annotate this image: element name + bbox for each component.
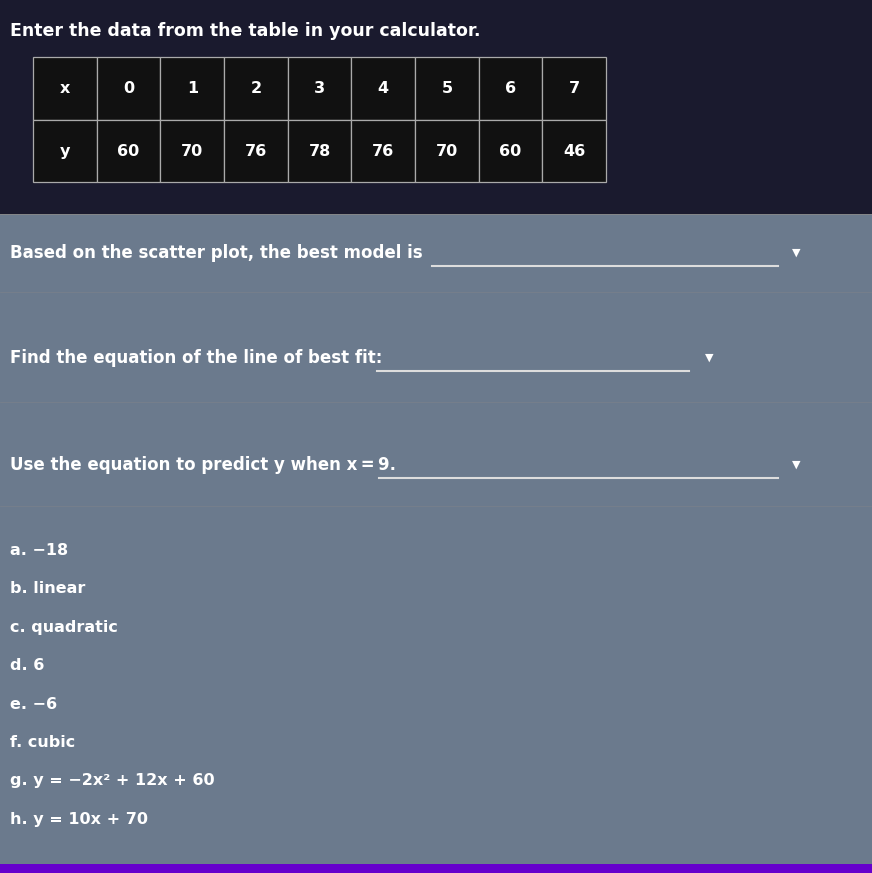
Text: 1: 1 <box>187 80 198 96</box>
Text: x: x <box>60 80 70 96</box>
Text: 4: 4 <box>378 80 389 96</box>
Text: g. y = −2x² + 12x + 60: g. y = −2x² + 12x + 60 <box>10 773 215 788</box>
Text: ▼: ▼ <box>792 248 800 258</box>
Bar <box>224 57 288 120</box>
Text: 2: 2 <box>250 80 262 96</box>
Bar <box>160 57 224 120</box>
Text: f. cubic: f. cubic <box>10 735 76 750</box>
Bar <box>0 0 872 214</box>
Text: 7: 7 <box>569 80 580 96</box>
Bar <box>288 120 351 182</box>
Text: 70: 70 <box>436 143 458 159</box>
Text: a. −18: a. −18 <box>10 543 69 558</box>
Text: 76: 76 <box>245 143 267 159</box>
Text: 78: 78 <box>309 143 330 159</box>
Bar <box>542 120 606 182</box>
Text: 0: 0 <box>123 80 134 96</box>
Bar <box>224 120 288 182</box>
Text: 70: 70 <box>181 143 203 159</box>
Text: y: y <box>60 143 70 159</box>
Text: 6: 6 <box>505 80 516 96</box>
Text: 3: 3 <box>314 80 325 96</box>
Bar <box>415 57 479 120</box>
Text: b. linear: b. linear <box>10 581 85 596</box>
Bar <box>542 57 606 120</box>
Bar <box>479 120 542 182</box>
Text: 60: 60 <box>118 143 140 159</box>
Bar <box>33 120 97 182</box>
Text: Based on the scatter plot, the best model is: Based on the scatter plot, the best mode… <box>10 244 423 263</box>
Bar <box>351 120 415 182</box>
Text: 46: 46 <box>563 143 585 159</box>
Bar <box>415 120 479 182</box>
Bar <box>97 57 160 120</box>
Bar <box>33 57 97 120</box>
Bar <box>160 120 224 182</box>
Text: Find the equation of the line of best fit:: Find the equation of the line of best fi… <box>10 349 383 368</box>
Text: 76: 76 <box>372 143 394 159</box>
Text: h. y = 10x + 70: h. y = 10x + 70 <box>10 812 148 827</box>
Bar <box>479 57 542 120</box>
Text: 5: 5 <box>441 80 453 96</box>
Bar <box>97 120 160 182</box>
Bar <box>0 864 872 873</box>
Text: 60: 60 <box>500 143 521 159</box>
Text: ▼: ▼ <box>792 459 800 469</box>
Bar <box>351 57 415 120</box>
Text: Use the equation to predict y when x = 9.: Use the equation to predict y when x = 9… <box>10 456 397 474</box>
Text: d. 6: d. 6 <box>10 658 44 673</box>
Text: e. −6: e. −6 <box>10 697 58 711</box>
Text: ▼: ▼ <box>705 353 713 362</box>
Bar <box>288 57 351 120</box>
Text: Enter the data from the table in your calculator.: Enter the data from the table in your ca… <box>10 22 481 40</box>
Text: c. quadratic: c. quadratic <box>10 620 119 635</box>
